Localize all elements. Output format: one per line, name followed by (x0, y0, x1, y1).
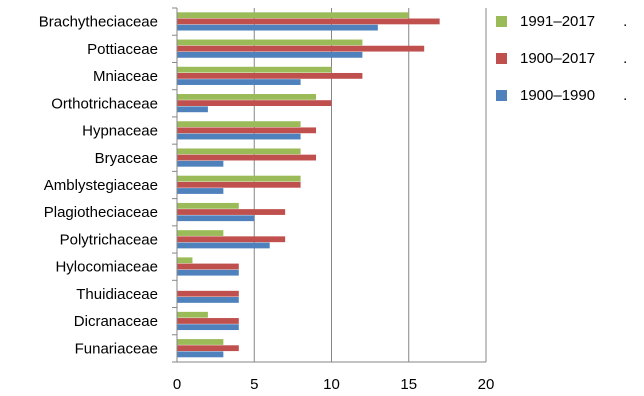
bar (177, 72, 363, 79)
bar (177, 133, 301, 140)
legend-item-1991-2017: 1991–2017 . (496, 8, 644, 34)
legend-swatch (496, 52, 507, 64)
bar (177, 79, 301, 85)
bar (177, 257, 193, 264)
bar (177, 106, 208, 113)
legend-swatch (496, 15, 507, 27)
bar (177, 297, 239, 303)
bar (177, 39, 363, 46)
category-label: Bryaceae (95, 150, 158, 167)
category-label: Pottiaceae (87, 41, 158, 58)
bar (177, 209, 286, 215)
legend-item-1900-1990: 1900–1990 . (496, 82, 644, 108)
legend-label: 1991–2017 (520, 12, 596, 30)
x-tick-label: 10 (323, 376, 340, 393)
category-label: Hylocomiaceae (55, 259, 158, 276)
legend-swatch (496, 89, 507, 101)
bar (177, 242, 270, 249)
bar (177, 215, 255, 222)
bar (177, 236, 286, 243)
bar (177, 24, 378, 31)
category-label: Hypnaceae (82, 123, 158, 140)
category-label: Amblystegiaceae (44, 177, 158, 194)
bar (177, 324, 239, 331)
bar (177, 160, 224, 167)
x-tick-label: 5 (250, 376, 258, 393)
bar (177, 148, 301, 155)
bar (177, 345, 239, 352)
x-tick-label: 0 (173, 376, 181, 393)
bar (177, 181, 301, 188)
category-label: Dicranaceae (74, 313, 158, 330)
x-tick-label: 15 (400, 376, 417, 393)
legend-marker: . (623, 86, 628, 104)
bar (177, 311, 208, 318)
bar (177, 66, 332, 73)
bar (177, 269, 239, 276)
bar (177, 188, 224, 194)
bar (177, 175, 301, 182)
bar (177, 45, 425, 52)
category-label: Funariaceae (75, 340, 158, 357)
category-label: Brachytheciaceae (39, 14, 158, 31)
x-tick-label: 20 (478, 376, 495, 393)
bar (177, 202, 239, 209)
bar (177, 94, 317, 100)
category-label: Plagiotheciaceae (44, 204, 158, 221)
category-label: Thuidiaceae (76, 286, 158, 303)
bar (177, 127, 317, 134)
bar (177, 339, 224, 345)
bar (177, 51, 363, 58)
legend-item-1900-2017: 1900–2017 . (496, 45, 644, 71)
category-label: Orthotrichaceae (51, 95, 158, 112)
bar (177, 290, 239, 297)
chart-legend: 1991–2017 . 1900–2017 . 1900–1990 . (496, 8, 644, 119)
legend-label: 1900–2017 (520, 49, 596, 67)
bar (177, 154, 317, 161)
bar (177, 121, 301, 128)
category-label: Polytrichaceae (60, 231, 158, 248)
bar (177, 318, 239, 324)
legend-marker: . (623, 12, 628, 30)
bar (177, 263, 239, 270)
bar (177, 100, 332, 107)
legend-marker: . (623, 49, 628, 67)
category-label: Mniaceae (93, 68, 158, 85)
bar (177, 351, 224, 358)
bar (177, 18, 440, 25)
bar (177, 12, 409, 19)
bar (177, 230, 224, 236)
legend-label: 1900–1990 (520, 86, 596, 104)
